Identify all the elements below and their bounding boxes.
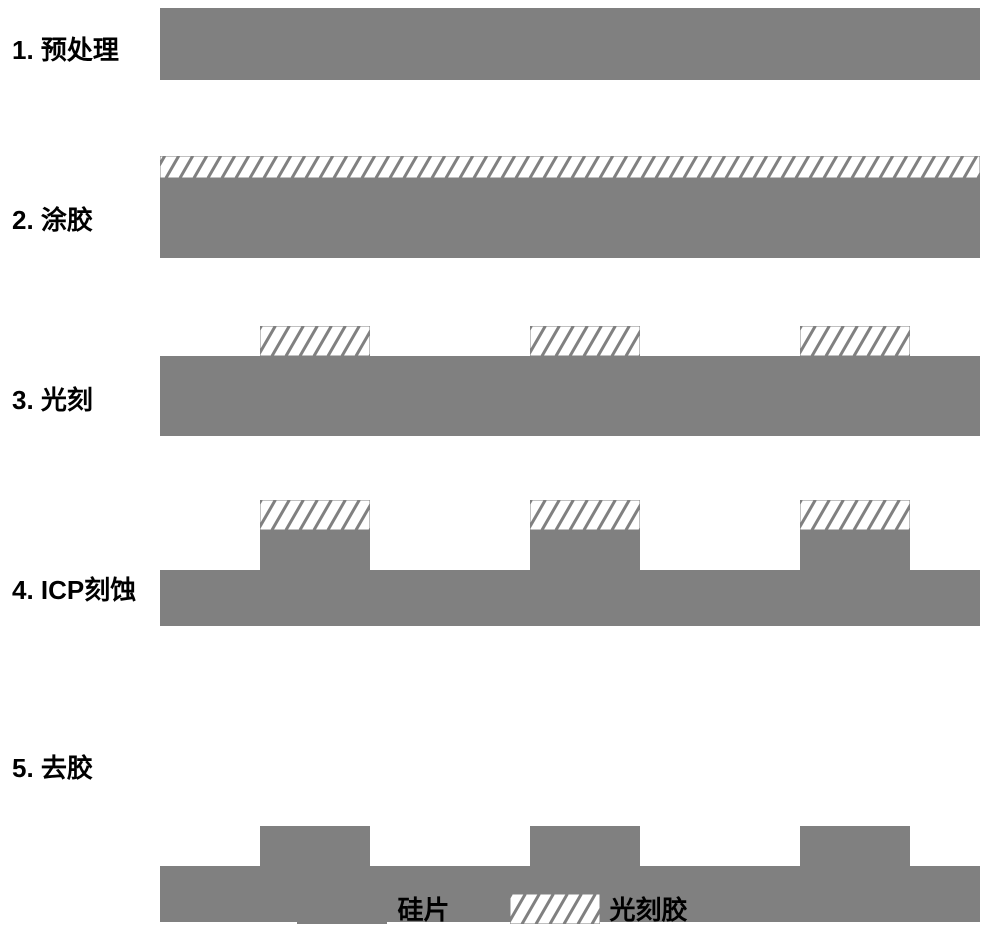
step4-pillar-2: [530, 530, 640, 570]
step4-diagram: [160, 500, 980, 626]
step4-wafer-base: [160, 570, 980, 626]
legend-resist-swatch: [510, 894, 600, 924]
step5-pillar-2: [530, 826, 640, 866]
step5-pillar-3: [800, 826, 910, 866]
legend-wafer-swatch: [297, 894, 387, 924]
step1-wafer: [160, 8, 980, 80]
step3-resist-patch-1: [260, 326, 370, 356]
step4-pillar-3: [800, 530, 910, 570]
legend-wafer-label: 硅片: [397, 890, 449, 927]
step3-label: 3. 光刻: [12, 380, 93, 417]
step1-diagram: [160, 8, 980, 80]
step5-pillar-1: [260, 826, 370, 866]
legend: 硅片 光刻胶: [0, 890, 985, 927]
step4-resist-2: [530, 500, 640, 530]
step4-resist-1: [260, 500, 370, 530]
step2-resist-layer: [160, 156, 980, 178]
step2-label: 2. 涂胶: [12, 200, 93, 237]
step3-diagram: [160, 326, 980, 436]
step1-label: 1. 预处理: [12, 30, 119, 67]
step3-resist-patch-3: [800, 326, 910, 356]
legend-resist-item: 光刻胶: [510, 890, 688, 927]
step5-label: 5. 去胶: [12, 748, 93, 785]
step4-pillar-1: [260, 530, 370, 570]
legend-wafer-item: 硅片: [297, 890, 449, 927]
step2-wafer: [160, 178, 980, 258]
step3-resist-patch-2: [530, 326, 640, 356]
legend-resist-label: 光刻胶: [610, 890, 688, 927]
step2-diagram: [160, 156, 980, 258]
step4-label: 4. ICP刻蚀: [12, 570, 136, 607]
step3-wafer: [160, 356, 980, 436]
step4-resist-3: [800, 500, 910, 530]
